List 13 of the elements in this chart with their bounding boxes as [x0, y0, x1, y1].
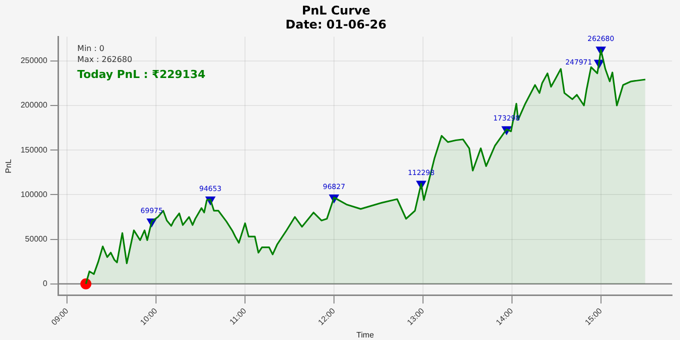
y-axis-title: PnL	[4, 158, 14, 174]
y-tick-label: 0	[42, 279, 48, 288]
y-tick-label: 100000	[20, 190, 48, 199]
x-axis-title: Time	[356, 330, 374, 340]
annotation: Max : 262680	[77, 54, 132, 64]
y-tick-label: 150000	[20, 145, 48, 154]
annotation: Min : 0	[77, 44, 104, 53]
y-tick-label: 250000	[20, 56, 48, 66]
annotation: Today PnL : ₹229134	[77, 68, 206, 82]
chart-title: PnL Curve Date: 01-06-26	[286, 3, 386, 32]
y-tick-label: 50000	[25, 234, 48, 244]
y-tick-label: 200000	[20, 100, 48, 110]
point	[80, 278, 92, 290]
